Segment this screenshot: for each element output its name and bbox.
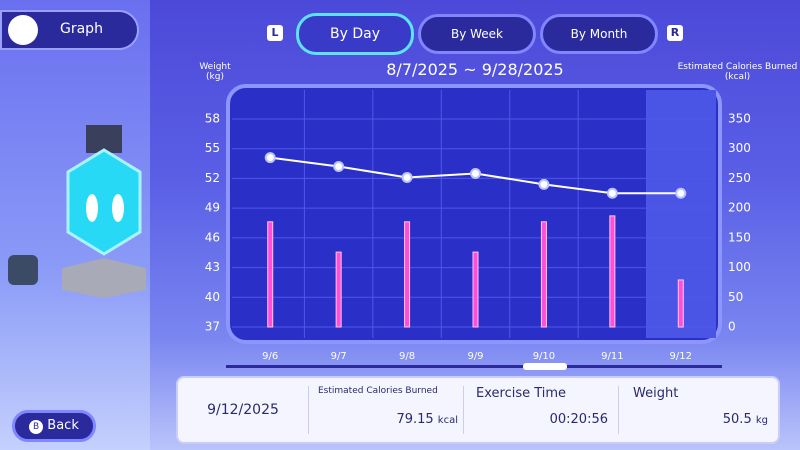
chart-frame — [226, 84, 722, 344]
eye — [112, 194, 124, 222]
bar — [609, 215, 616, 328]
point — [333, 161, 345, 173]
weight-value: 50.5 kg — [633, 412, 768, 432]
value: 79.15 — [396, 412, 434, 427]
weight-label: Weight — [633, 386, 679, 401]
x-tick-label: 9/8 — [399, 351, 415, 362]
calories-label: Estimated Calories Burned — [318, 386, 438, 396]
graph-icon — [8, 15, 38, 45]
character-art — [8, 125, 146, 298]
bar — [335, 251, 342, 328]
y2-tick-label: 200 — [728, 201, 751, 215]
y-tick-label: 43 — [205, 260, 220, 274]
chart: 37 40 43 46 49 52 55 58 0 50 100 150 200 250 300 350 9/6… — [205, 84, 751, 370]
details-panel: 9/12/2025 Estimated Calories Burned 79.1… — [176, 376, 780, 444]
y-tick-label: 46 — [205, 230, 220, 244]
separator — [618, 386, 619, 434]
bar — [472, 251, 479, 328]
shoulder-key: R — [667, 25, 683, 41]
bar — [404, 221, 411, 328]
detail-date: 9/12/2025 — [207, 402, 279, 418]
shoulder-key: L — [267, 25, 283, 41]
tab[interactable]: By Month — [540, 14, 658, 54]
exercise-label: Exercise Time — [476, 386, 567, 401]
unit: kg — [755, 415, 768, 426]
x-tick-label: 9/9 — [467, 351, 483, 362]
unit: kcal — [437, 415, 458, 426]
button-key: B — [29, 420, 44, 434]
y-tick-label: 37 — [205, 320, 220, 334]
y2-axis-title: Estimated Calories Burned (kcal) — [677, 62, 798, 82]
y-tick-label: 55 — [205, 141, 220, 155]
calories-value: 79.15 kcal — [318, 412, 458, 432]
y-axis-title: Weight (kg) — [199, 62, 231, 82]
y-tick-label: 40 — [205, 290, 220, 304]
exercise-value: 00:20:56 — [549, 412, 608, 427]
point — [675, 187, 687, 199]
character-pane — [0, 0, 150, 450]
y2-tick-label: 50 — [728, 290, 743, 304]
x-tick-label: 9/7 — [331, 351, 347, 362]
scroll-track — [226, 365, 722, 368]
body — [66, 148, 142, 256]
y2-tick-label: 0 — [728, 320, 736, 334]
y-tick-label: 49 — [205, 201, 220, 215]
graph-header: Graph — [0, 10, 139, 50]
point — [470, 167, 481, 179]
tab[interactable]: By Day — [296, 13, 414, 55]
point — [264, 152, 276, 164]
x-tick-label: 9/11 — [601, 351, 623, 362]
bar — [540, 221, 547, 328]
point — [538, 178, 550, 190]
value: 50.5 — [722, 412, 752, 427]
header-title: Graph — [60, 21, 103, 37]
bar — [267, 221, 274, 328]
back-button[interactable]: B Back — [12, 410, 96, 442]
y2-tick-label: 100 — [728, 260, 751, 274]
point — [401, 171, 413, 183]
y2-tick-label: 150 — [728, 230, 751, 244]
x-tick-label: 9/6 — [262, 351, 278, 362]
point — [606, 187, 618, 199]
separator — [463, 386, 464, 434]
y2-tick-label: 250 — [728, 171, 751, 185]
bar — [677, 279, 684, 328]
x-tick-label: 9/10 — [533, 351, 555, 362]
chart-title: 8/7/2025 ~ 9/28/2025 — [386, 60, 564, 79]
separator — [308, 386, 309, 434]
y-tick-label: 58 — [205, 112, 220, 126]
y2-tick-label: 300 — [728, 141, 751, 155]
y-tick-label: 52 — [205, 171, 220, 185]
scroll-thumb[interactable] — [523, 363, 567, 370]
tab[interactable]: By Week — [418, 14, 536, 54]
back-label: Back — [47, 418, 79, 433]
y2-tick-label: 350 — [728, 112, 751, 126]
x-tick-label: 9/12 — [670, 351, 692, 362]
fist — [8, 255, 38, 285]
eye — [86, 194, 98, 222]
pedestal — [62, 258, 146, 298]
